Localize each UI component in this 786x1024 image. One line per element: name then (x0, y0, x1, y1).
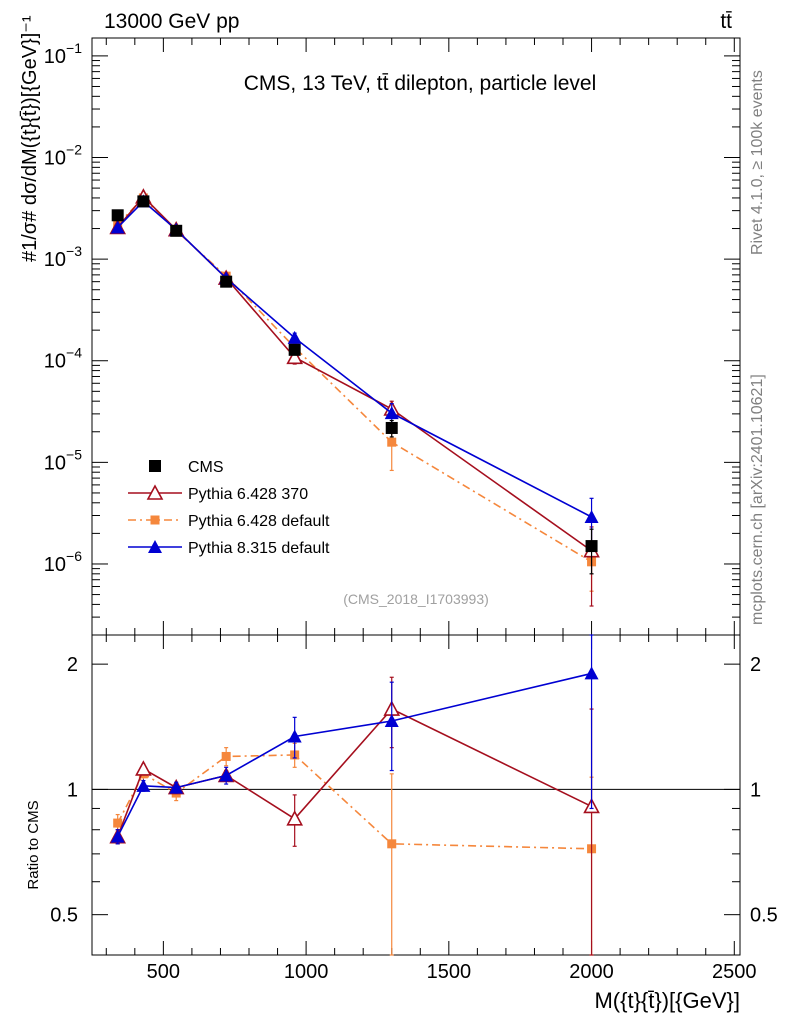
y-tick-exponent: −4 (66, 345, 82, 361)
ratio-y-tick-label-right: 2 (750, 654, 761, 676)
ratio-y-tick-label-right: 1 (750, 779, 761, 801)
y-tick-label: 10−3 (44, 243, 82, 271)
ratio-point-3 (169, 780, 184, 794)
data-point-3 (384, 406, 399, 420)
analysis-id: (CMS_2018_I1703993) (343, 591, 489, 607)
process-label: tt̄ (720, 10, 732, 33)
data-point-0 (585, 540, 598, 553)
y-tick-label: 10−5 (44, 446, 82, 474)
ratio-panel-frame (91, 634, 741, 956)
legend-label-2: Pythia 6.428 default (188, 513, 330, 530)
ratio-y-tick-label-left: 1 (67, 779, 78, 801)
x-tick-label: 500 (147, 961, 180, 983)
ratio-panel-data (109, 634, 600, 956)
data-point-3 (287, 330, 302, 344)
ratio-y-tick-label-left: 0.5 (50, 905, 78, 927)
ratio-point-2 (387, 839, 397, 849)
y-tick-exponent: −5 (66, 446, 82, 462)
legend-marker-2 (150, 515, 160, 525)
main-panel-data (109, 188, 600, 607)
energy-label: 13000 GeV pp (104, 10, 239, 33)
data-point-3 (110, 220, 125, 234)
x-tick-label: 1000 (284, 961, 329, 983)
data-point-3 (584, 509, 599, 523)
ratio-y-tick-label-left: 2 (67, 654, 78, 676)
legend-label-0: CMS (188, 459, 224, 476)
y-axis-label-main: #1/σ# dσ/dM({t}{t̄})[{GeV}]⁻¹ (19, 15, 41, 262)
axes-frames (91, 37, 741, 956)
ratio-line-1 (116, 708, 592, 837)
ratio-point-3 (287, 729, 302, 743)
ratio-point-2 (113, 818, 123, 828)
ratio-point-1 (286, 810, 304, 826)
rivet-version-label: Rivet 4.1.0, ≥ 100k events (749, 70, 766, 255)
data-point-0 (137, 195, 150, 208)
legend-label-1: Pythia 6.428 370 (188, 486, 308, 503)
chart-title: CMS, 13 TeV, tt̄ dilepton, particle leve… (244, 72, 597, 95)
legend: CMS Pythia 6.428 370 Pythia 6.428 default P… (128, 459, 330, 557)
y-axis-label-ratio: Ratio to CMS (25, 800, 42, 889)
ratio-y-tick-label-right: 0.5 (750, 905, 778, 927)
ratio-line-2 (116, 754, 592, 850)
data-point-0 (385, 421, 398, 434)
data-point-0 (220, 275, 233, 288)
legend-marker-3 (148, 540, 162, 553)
x-tick-label: 2500 (712, 961, 757, 983)
legend-marker-0 (149, 460, 161, 472)
ratio-line-3 (116, 672, 592, 838)
legend-marker-1 (146, 484, 164, 500)
y-tick-label: 10−6 (44, 548, 82, 576)
tick-labels: 500 1000 1500 2000 2500 10−6 10−5 10−4 10−3 10−2 1… (44, 40, 778, 983)
y-tick-exponent: −3 (66, 243, 82, 259)
data-point-0 (288, 343, 301, 356)
ratio-point-3 (384, 714, 399, 728)
ratio-point-2 (221, 751, 231, 761)
y-tick-label: 10−1 (44, 40, 82, 68)
x-axis-label: M({t}{t̄})[{GeV}] (594, 988, 740, 1013)
ratio-point-3 (136, 778, 151, 792)
ratio-point-1 (135, 760, 152, 776)
data-point-1 (286, 348, 304, 365)
y-tick-exponent: −2 (66, 142, 82, 158)
data-point-2 (387, 437, 397, 447)
series-line-2 (117, 196, 592, 563)
ratio-point-3 (584, 666, 599, 680)
y-tick-exponent: −1 (66, 40, 82, 56)
ratio-point-3 (110, 829, 125, 843)
mcplots-label: mcplots.cern.ch [arXiv:2401.10621] (749, 374, 766, 625)
data-point-0 (170, 224, 183, 237)
x-tick-label: 2000 (569, 961, 614, 983)
y-tick-exponent: −6 (66, 548, 82, 564)
data-point-0 (111, 209, 124, 222)
y-tick-label: 10−4 (44, 345, 82, 373)
ratio-point-3 (219, 768, 234, 782)
x-tick-label: 1500 (427, 961, 472, 983)
y-tick-label: 10−2 (44, 142, 82, 170)
legend-label-3: Pythia 8.315 default (188, 540, 330, 557)
